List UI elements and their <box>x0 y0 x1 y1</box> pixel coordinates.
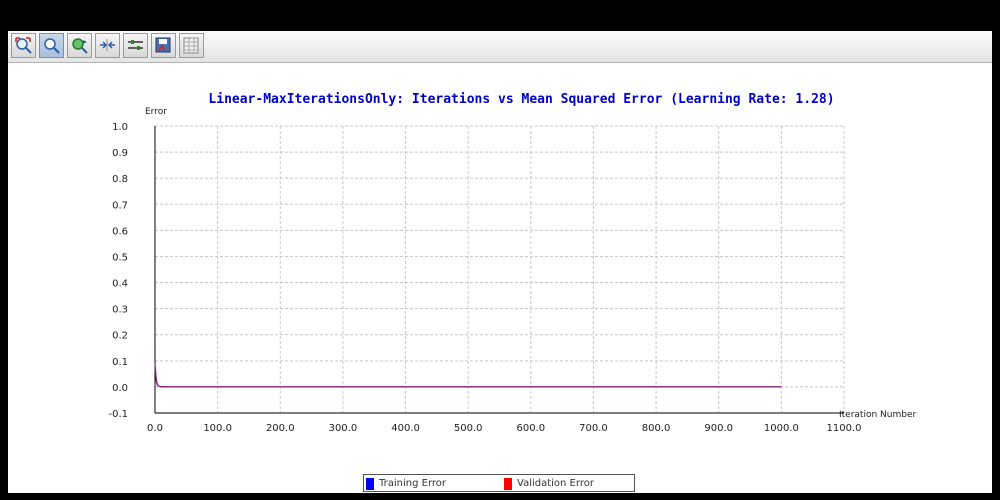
legend-swatch-training <box>366 478 374 490</box>
x-tick-label: 700.0 <box>579 423 608 434</box>
y-tick-label: 0.7 <box>112 200 128 211</box>
legend-item-validation: Validation Error <box>504 477 634 491</box>
y-tick-label: 0.0 <box>112 383 128 394</box>
zoom-icon <box>44 38 60 54</box>
y-axis-label: Error <box>145 107 167 117</box>
x-tick-label: 1100.0 <box>827 423 862 434</box>
y-tick-label: 0.4 <box>112 279 128 290</box>
fit-icon <box>100 39 115 51</box>
x-tick-label: 800.0 <box>642 423 671 434</box>
series-line-1 <box>154 363 782 388</box>
y-tick-label: 0.8 <box>112 174 128 185</box>
legend-label-training: Training Error <box>379 478 447 489</box>
x-tick-label: 600.0 <box>516 423 545 434</box>
chart-area: Linear-MaxIterationsOnly: Iterations vs … <box>108 92 916 434</box>
legend: Training Error Validation Error <box>363 474 635 492</box>
zoom-reset-icon <box>15 37 32 54</box>
y-tick-label: 0.6 <box>112 226 128 237</box>
x-tick-label: 900.0 <box>704 423 733 434</box>
x-tick-label: 0.0 <box>147 423 163 434</box>
legend-swatch-validation <box>504 478 512 490</box>
y-tick-label: 0.1 <box>112 357 128 368</box>
legend-item-training: Training Error <box>366 477 496 491</box>
toolbar <box>8 31 992 63</box>
chart-window: Linear-MaxIterationsOnly: Iterations vs … <box>8 31 992 493</box>
y-tick-label: -0.1 <box>108 409 128 420</box>
fit-button[interactable] <box>95 33 120 58</box>
y-tick-label: 1.0 <box>112 122 128 133</box>
x-tick-label: 1000.0 <box>764 423 799 434</box>
y-tick-label: 0.5 <box>112 252 128 263</box>
chart-title: Linear-MaxIterationsOnly: Iterations vs … <box>208 92 834 107</box>
pan-icon <box>72 38 88 54</box>
x-tick-label: 400.0 <box>391 423 420 434</box>
x-tick-label: 500.0 <box>454 423 483 434</box>
y-tick-label: 0.9 <box>112 148 128 159</box>
x-tick-label: 100.0 <box>203 423 232 434</box>
x-tick-label: 200.0 <box>266 423 295 434</box>
table-button[interactable] <box>179 33 204 58</box>
save-button[interactable] <box>151 33 176 58</box>
x-axis-label: Iteration Number <box>839 410 916 420</box>
y-tick-label: 0.2 <box>112 331 128 342</box>
table-icon <box>183 37 199 54</box>
pan-button[interactable] <box>67 33 92 58</box>
zoom-button[interactable] <box>39 33 64 58</box>
x-tick-label: 300.0 <box>329 423 358 434</box>
y-tick-label: 0.3 <box>112 305 128 316</box>
save-icon <box>155 37 171 53</box>
options-icon <box>128 40 143 50</box>
options-button[interactable] <box>123 33 148 58</box>
legend-label-validation: Validation Error <box>517 478 594 489</box>
zoom-reset-button[interactable] <box>11 33 36 58</box>
